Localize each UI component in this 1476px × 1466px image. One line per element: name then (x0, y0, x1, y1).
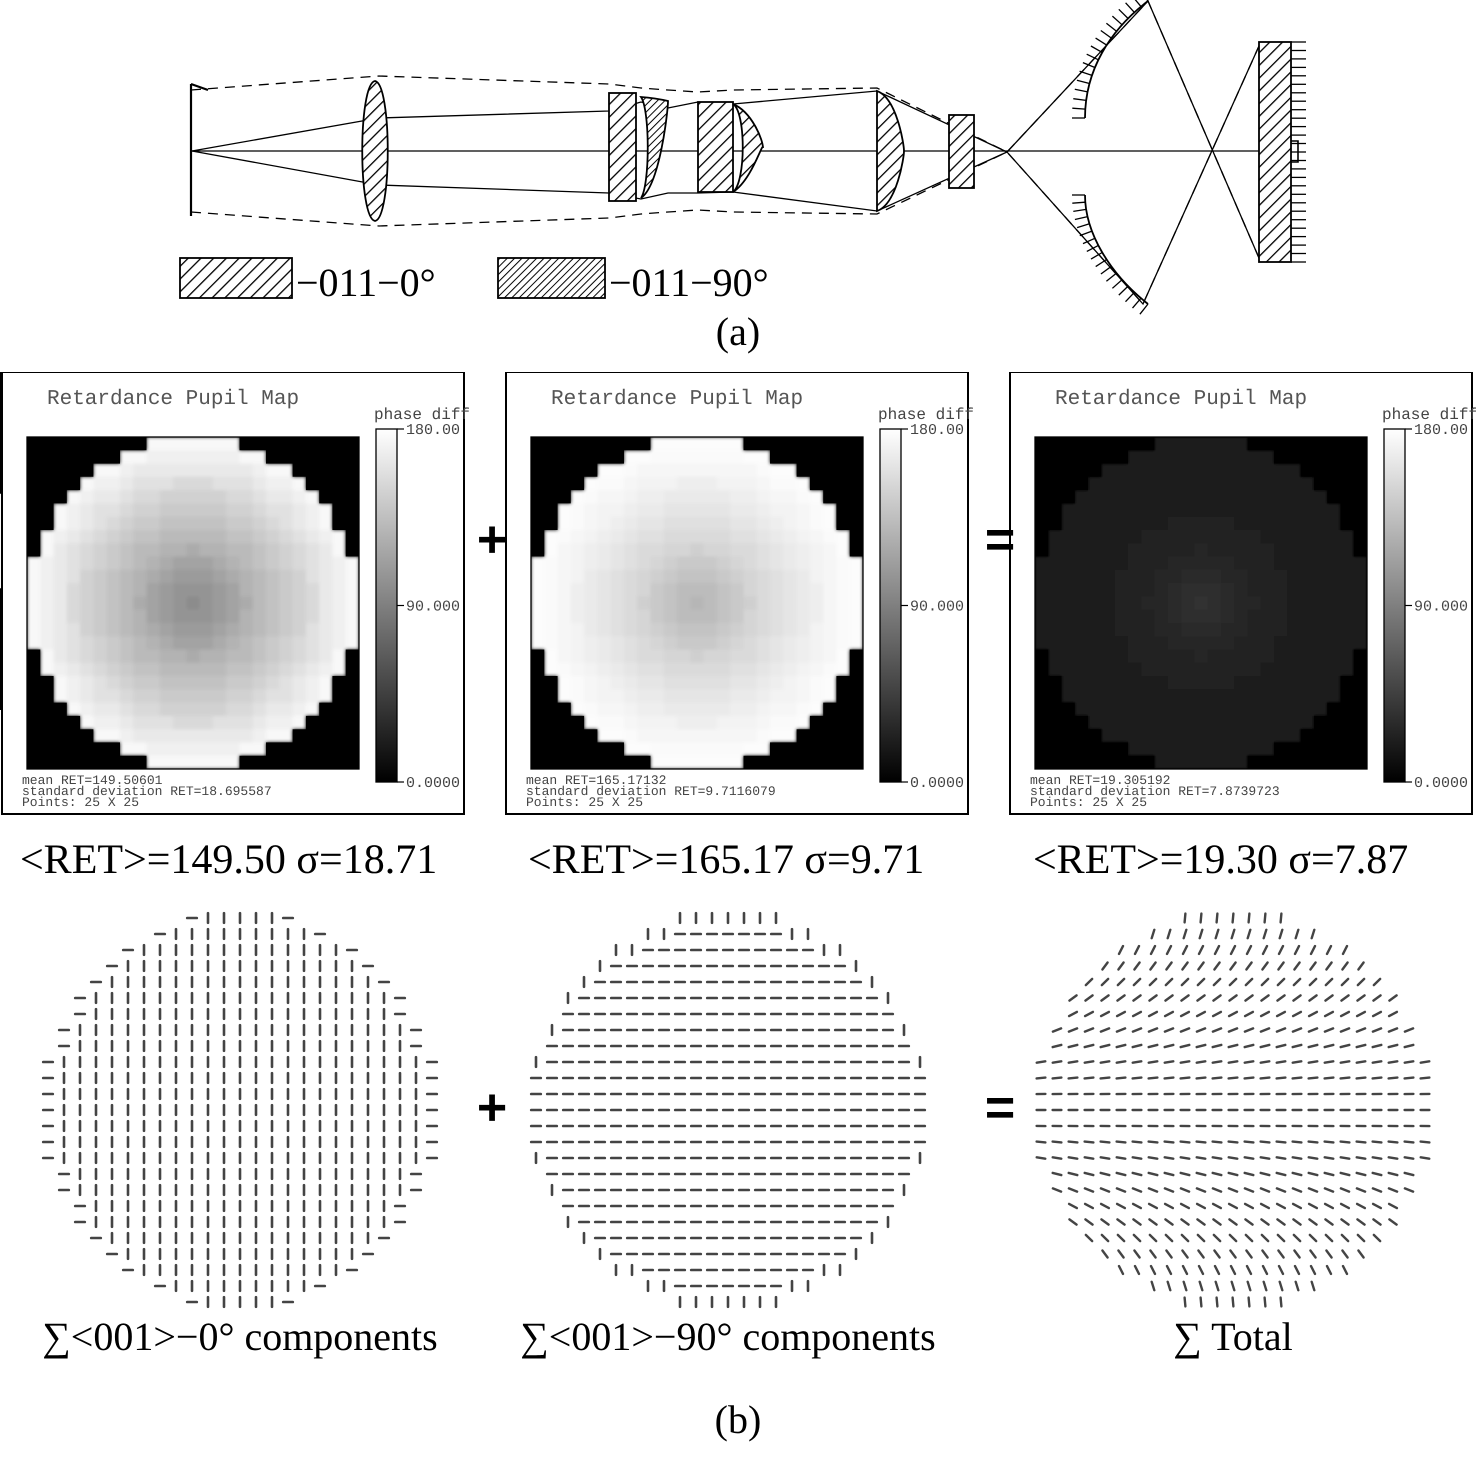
svg-text:180.00: 180.00 (406, 422, 460, 439)
svg-text:180.00: 180.00 (1414, 422, 1468, 439)
svg-text:0.0000: 0.0000 (1414, 775, 1468, 792)
svg-text:90.000: 90.000 (1414, 599, 1468, 616)
svg-text:180.00: 180.00 (910, 422, 964, 439)
svg-text:=: = (985, 1079, 1015, 1137)
svg-text:Retardance Pupil Map: Retardance Pupil Map (1055, 388, 1307, 411)
svg-text:∑<001>−0° components: ∑<001>−0° components (42, 1314, 438, 1359)
svg-text:90.000: 90.000 (406, 599, 460, 616)
svg-text:0.0000: 0.0000 (406, 775, 460, 792)
svg-text:−011−0°: −011−0° (296, 260, 436, 305)
svg-text:Points: 25 X 25: Points: 25 X 25 (22, 795, 139, 810)
svg-text:∑<001>−90° components: ∑<001>−90° components (520, 1314, 936, 1359)
svg-text:Retardance Pupil Map: Retardance Pupil Map (551, 388, 803, 411)
svg-text:Points: 25 X 25: Points: 25 X 25 (1030, 795, 1147, 810)
svg-text:−011−90°: −011−90° (609, 260, 769, 305)
svg-text:=: = (985, 511, 1015, 569)
svg-text:∑ Total: ∑ Total (1173, 1314, 1292, 1359)
svg-text:0.0000: 0.0000 (910, 775, 964, 792)
svg-text:Points: 25 X 25: Points: 25 X 25 (526, 795, 643, 810)
svg-text:+: + (477, 1079, 507, 1137)
svg-text:+: + (477, 511, 507, 569)
svg-text:Retardance Pupil Map: Retardance Pupil Map (47, 388, 299, 411)
svg-text:(a): (a) (716, 309, 760, 354)
svg-text:90.000: 90.000 (910, 599, 964, 616)
